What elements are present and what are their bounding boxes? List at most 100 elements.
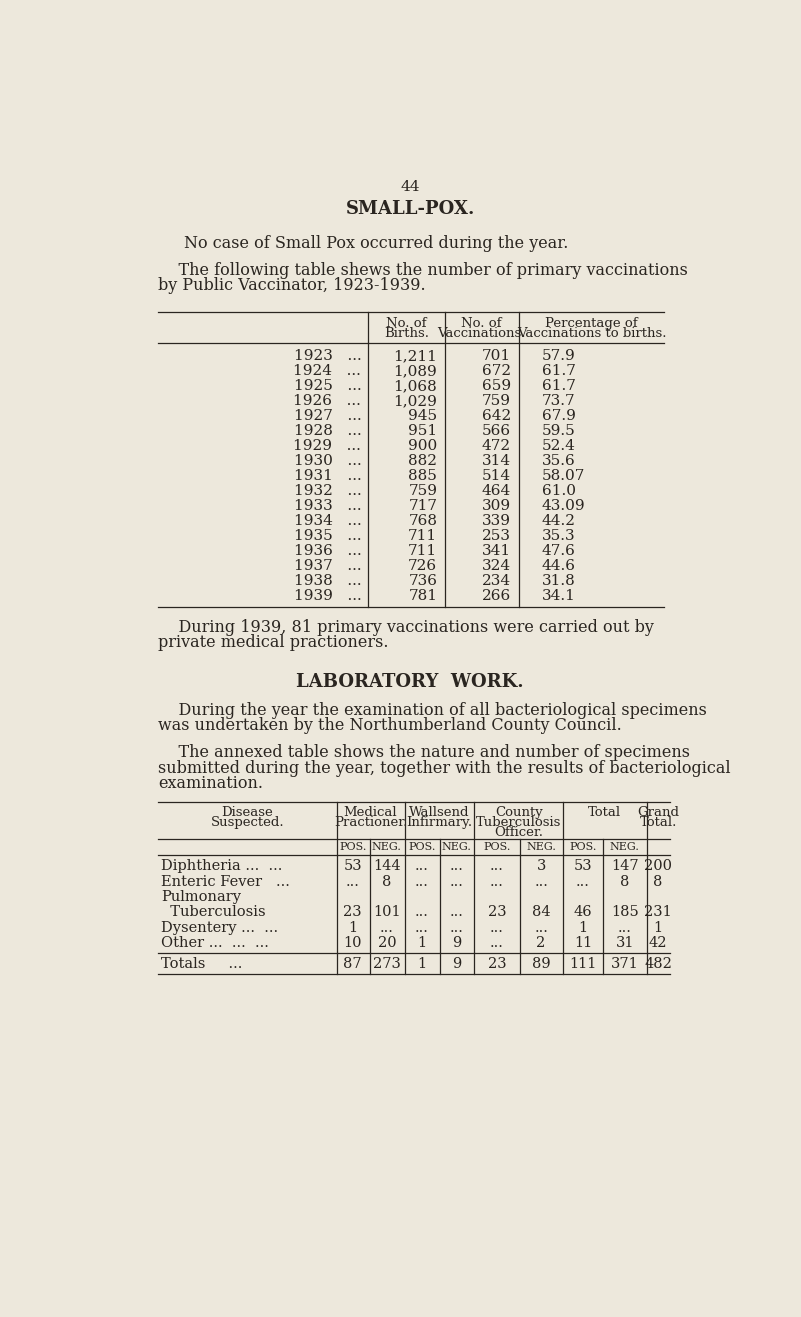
Text: POS.: POS. (339, 842, 367, 852)
Text: 309: 309 (481, 499, 511, 514)
Text: Diphtheria ...  ...: Diphtheria ... ... (161, 859, 283, 873)
Text: ...: ... (490, 921, 504, 935)
Text: ...: ... (490, 874, 504, 889)
Text: Total: Total (588, 806, 622, 819)
Text: 314: 314 (481, 454, 511, 468)
Text: Totals     ...: Totals ... (161, 957, 243, 971)
Text: 371: 371 (611, 957, 638, 971)
Text: ...: ... (449, 874, 464, 889)
Text: Pulmonary: Pulmonary (161, 890, 241, 903)
Text: ...: ... (449, 905, 464, 919)
Text: 44.6: 44.6 (541, 560, 576, 573)
Text: 717: 717 (409, 499, 437, 514)
Text: ...: ... (534, 874, 548, 889)
Text: 23: 23 (488, 957, 506, 971)
Text: 1929   ...: 1929 ... (293, 439, 361, 453)
Text: 53: 53 (574, 859, 592, 873)
Text: 42: 42 (649, 936, 667, 950)
Text: 185: 185 (611, 905, 638, 919)
Text: 768: 768 (409, 514, 437, 528)
Text: 711: 711 (409, 544, 437, 558)
Text: 8: 8 (382, 874, 392, 889)
Text: ...: ... (449, 859, 464, 873)
Text: 46: 46 (574, 905, 592, 919)
Text: ...: ... (415, 905, 429, 919)
Text: Wallsend: Wallsend (409, 806, 470, 819)
Text: 1: 1 (348, 921, 357, 935)
Text: was undertaken by the Northumberland County Council.: was undertaken by the Northumberland Cou… (159, 718, 622, 735)
Text: No case of Small Pox occurred during the year.: No case of Small Pox occurred during the… (183, 234, 568, 252)
Text: The annexed table shows the nature and number of specimens: The annexed table shows the nature and n… (159, 744, 690, 761)
Text: 882: 882 (409, 454, 437, 468)
Text: 472: 472 (481, 439, 511, 453)
Text: 951: 951 (409, 424, 437, 439)
Text: The following table shews the number of primary vaccinations: The following table shews the number of … (159, 262, 688, 279)
Text: ...: ... (415, 921, 429, 935)
Text: 1924   ...: 1924 ... (293, 363, 361, 378)
Text: 34.1: 34.1 (541, 589, 576, 603)
Text: 1937   ...: 1937 ... (294, 560, 361, 573)
Text: 35.6: 35.6 (541, 454, 576, 468)
Text: 89: 89 (532, 957, 550, 971)
Text: 273: 273 (373, 957, 400, 971)
Text: ...: ... (490, 859, 504, 873)
Text: Medical: Medical (344, 806, 397, 819)
Text: 53: 53 (344, 859, 362, 873)
Text: 61.7: 61.7 (541, 379, 576, 392)
Text: 87: 87 (344, 957, 362, 971)
Text: Officer.: Officer. (494, 826, 543, 839)
Text: 736: 736 (409, 574, 437, 589)
Text: 59.5: 59.5 (541, 424, 576, 439)
Text: 1933   ...: 1933 ... (294, 499, 361, 514)
Text: ...: ... (346, 874, 360, 889)
Text: ...: ... (490, 936, 504, 950)
Text: 464: 464 (481, 485, 511, 498)
Text: 73.7: 73.7 (541, 394, 575, 408)
Text: NEG.: NEG. (372, 842, 402, 852)
Text: 23: 23 (344, 905, 362, 919)
Text: 1,029: 1,029 (393, 394, 437, 408)
Text: 253: 253 (482, 529, 511, 543)
Text: 1926   ...: 1926 ... (293, 394, 361, 408)
Text: 1,089: 1,089 (393, 363, 437, 378)
Text: NEG.: NEG. (526, 842, 556, 852)
Text: 10: 10 (344, 936, 362, 950)
Text: 20: 20 (377, 936, 396, 950)
Text: 47.6: 47.6 (541, 544, 576, 558)
Text: Vaccinations.: Vaccinations. (437, 328, 525, 340)
Text: 1939   ...: 1939 ... (293, 589, 361, 603)
Text: NEG.: NEG. (441, 842, 472, 852)
Text: 1: 1 (654, 921, 662, 935)
Text: POS.: POS. (570, 842, 597, 852)
Text: 35.3: 35.3 (541, 529, 575, 543)
Text: 144: 144 (373, 859, 400, 873)
Text: POS.: POS. (483, 842, 510, 852)
Text: POS.: POS. (408, 842, 436, 852)
Text: 58.07: 58.07 (541, 469, 586, 483)
Text: 514: 514 (481, 469, 511, 483)
Text: 101: 101 (373, 905, 400, 919)
Text: 566: 566 (481, 424, 511, 439)
Text: 84: 84 (532, 905, 550, 919)
Text: 8: 8 (654, 874, 662, 889)
Text: Other ...  ...  ...: Other ... ... ... (161, 936, 269, 950)
Text: 1928   ...: 1928 ... (293, 424, 361, 439)
Text: examination.: examination. (159, 776, 264, 793)
Text: 339: 339 (482, 514, 511, 528)
Text: 1930   ...: 1930 ... (293, 454, 361, 468)
Text: ...: ... (380, 921, 394, 935)
Text: Practioner.: Practioner. (334, 817, 407, 828)
Text: 43.09: 43.09 (541, 499, 586, 514)
Text: 200: 200 (644, 859, 672, 873)
Text: No. of: No. of (461, 316, 501, 329)
Text: ...: ... (415, 874, 429, 889)
Text: 44: 44 (400, 179, 420, 194)
Text: 9: 9 (452, 936, 461, 950)
Text: Enteric Fever   ...: Enteric Fever ... (161, 874, 290, 889)
Text: 3: 3 (537, 859, 545, 873)
Text: 642: 642 (481, 410, 511, 423)
Text: 759: 759 (482, 394, 511, 408)
Text: 57.9: 57.9 (541, 349, 576, 363)
Text: 111: 111 (570, 957, 597, 971)
Text: 1938   ...: 1938 ... (294, 574, 361, 589)
